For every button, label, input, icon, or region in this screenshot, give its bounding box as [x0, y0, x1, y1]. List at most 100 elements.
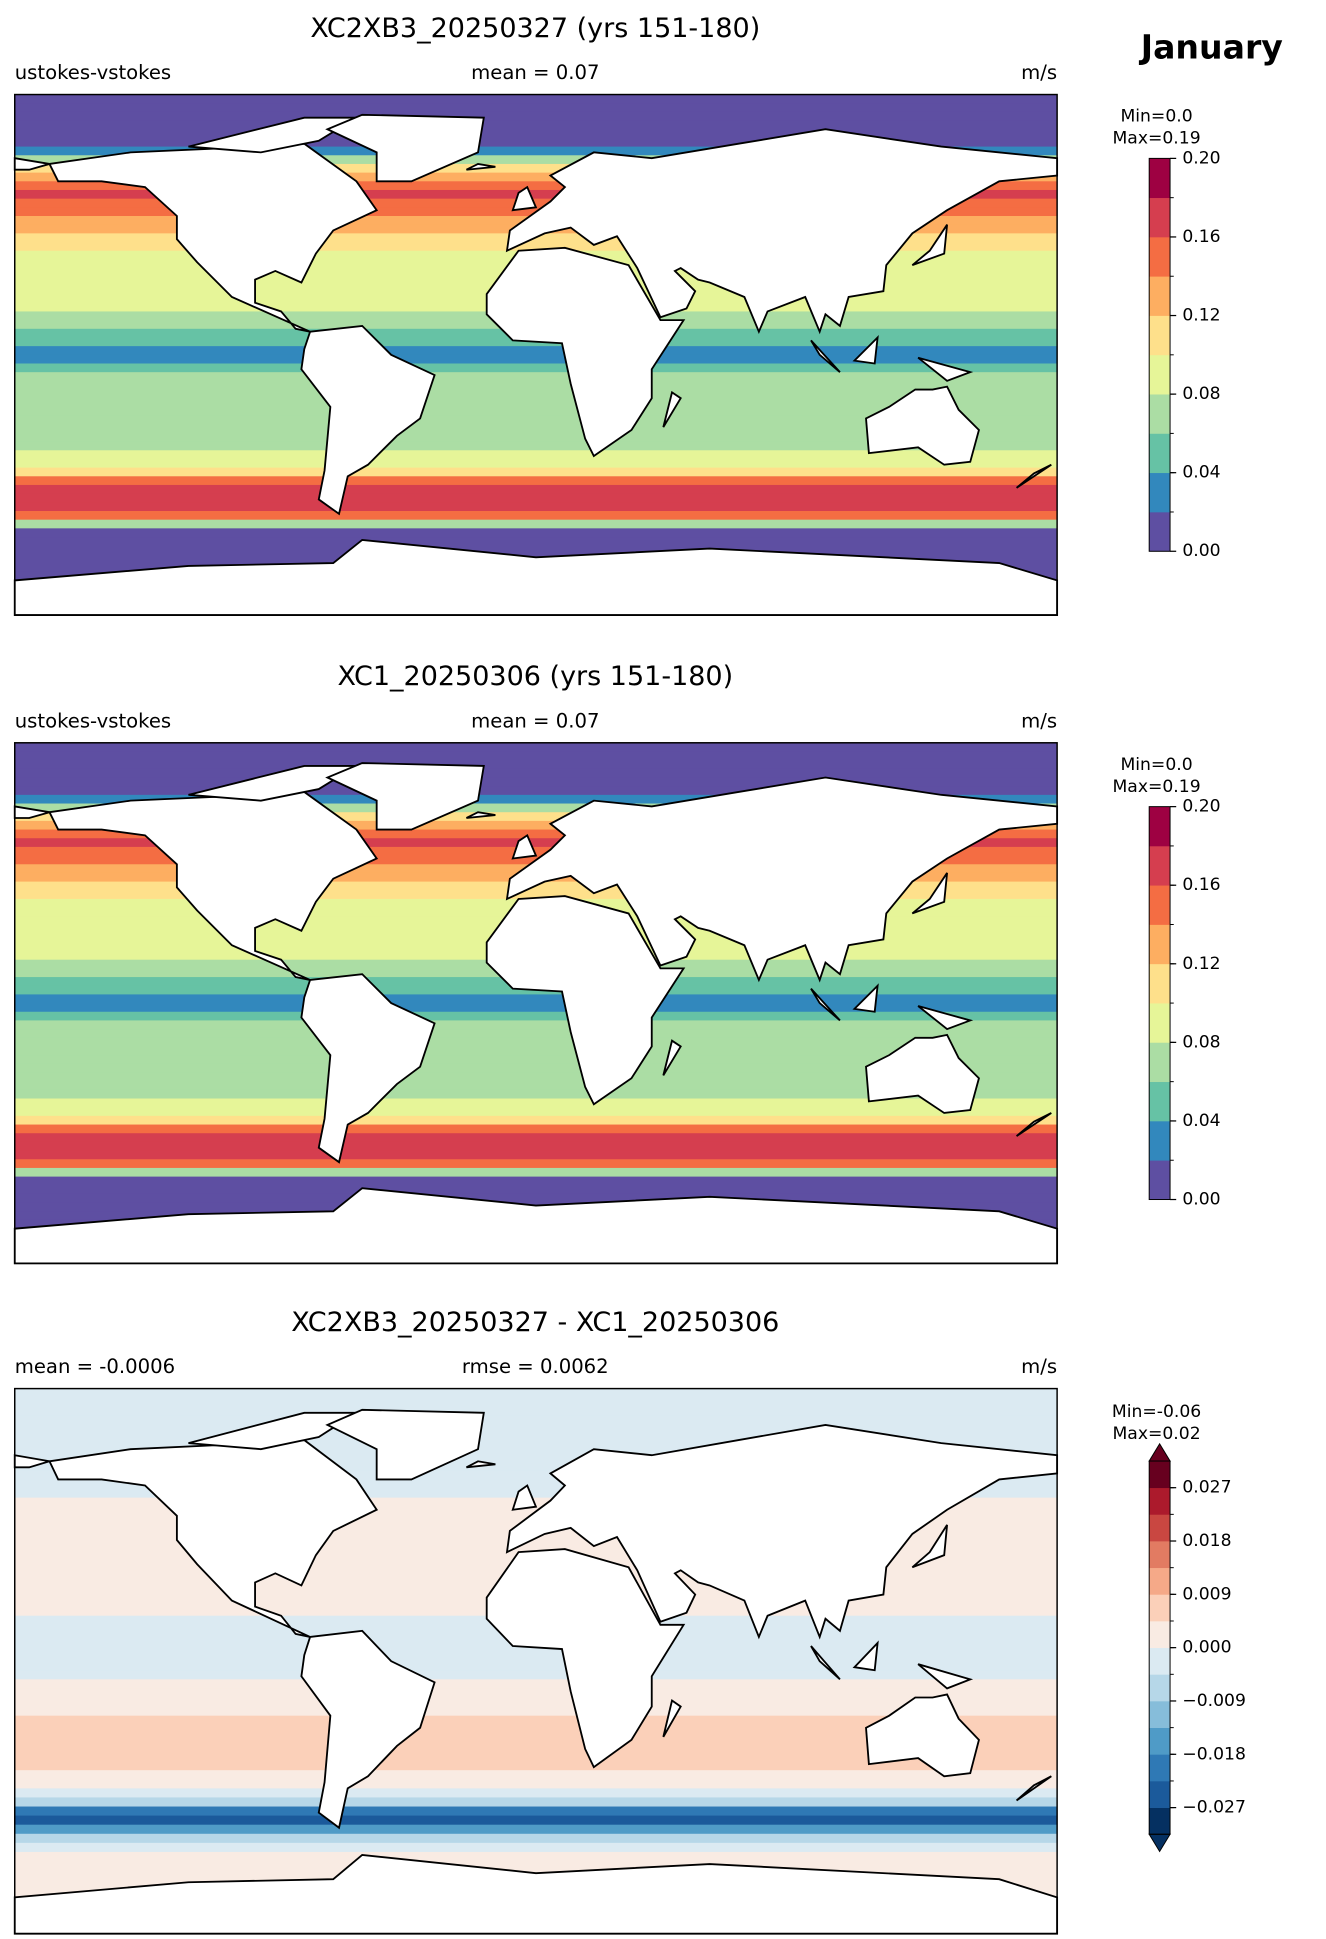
field-band: [14, 1133, 1058, 1143]
left-label: mean = -0.0006: [15, 1355, 175, 1378]
field-band: [14, 1679, 1058, 1690]
field-band: [14, 1388, 1058, 1399]
field-band: [14, 1124, 1058, 1134]
coastline: [865, 1033, 980, 1114]
field-band: [14, 432, 1058, 443]
field-band: [14, 398, 1058, 408]
coastline: [505, 128, 1059, 335]
field-band: [14, 1089, 1058, 1100]
center-label: mean = 0.07: [471, 709, 599, 732]
coastline: [1015, 463, 1052, 489]
colorbar-segment: [1149, 1120, 1171, 1161]
month-title: January: [1139, 28, 1283, 67]
coastline: [1015, 1112, 1052, 1137]
field-band: [14, 363, 1058, 373]
field-band: [14, 163, 1058, 174]
field-band: [14, 1115, 1058, 1126]
field-band: [14, 94, 1058, 104]
field-band: [14, 1003, 1058, 1013]
colorbar-segment: [1149, 1081, 1171, 1122]
colorbar-segment: [1149, 924, 1171, 965]
panel-title: XC2XB3_20250327 - XC1_20250306: [291, 1307, 779, 1338]
field-band: [14, 242, 1058, 252]
field-band: [14, 424, 1058, 434]
field-band: [14, 1833, 1058, 1844]
field-band: [14, 441, 1058, 451]
colorbar-tick-label: −0.009: [1182, 1691, 1246, 1711]
field-band: [14, 189, 1058, 200]
coastline: [505, 1424, 1059, 1640]
field-band: [14, 1461, 1058, 1471]
field-band: [14, 1479, 1058, 1490]
field-band: [14, 1470, 1058, 1481]
field-band: [14, 172, 1058, 182]
field-band: [14, 484, 1058, 495]
colorbar-segment: [1149, 1807, 1171, 1835]
colorbar-segment: [1149, 276, 1171, 316]
field-band: [14, 493, 1058, 503]
field-band: [14, 1434, 1058, 1444]
coastline: [810, 339, 841, 373]
coastline: [810, 987, 841, 1022]
center-label: mean = 0.07: [471, 61, 599, 84]
coastline: [466, 1460, 496, 1469]
field-band: [14, 103, 1058, 113]
colorbar-segment: [1149, 394, 1171, 434]
coastline: [300, 1629, 436, 1830]
panel-title: XC2XB3_20250327 (yrs 151-180): [310, 13, 760, 44]
colorbar-segment: [1149, 1620, 1171, 1649]
colorbar-tick-label: 0.018: [1182, 1531, 1231, 1551]
colorbar-extend-top: [1148, 1442, 1171, 1462]
coastline: [511, 1484, 538, 1511]
min-label: Min=-0.06: [1112, 1402, 1201, 1422]
field-band: [14, 129, 1058, 139]
field-band: [14, 528, 1058, 538]
colorbar-segment: [1149, 1780, 1171, 1808]
max-label: Max=0.02: [1112, 1424, 1200, 1444]
field-band: [14, 1185, 1058, 1195]
field-band: [14, 1167, 1058, 1178]
field-band: [14, 820, 1058, 831]
coastline: [48, 1439, 379, 1638]
colorbar-segment: [1149, 1567, 1171, 1595]
colorbar-segment: [1149, 1674, 1171, 1702]
field-band: [14, 1715, 1058, 1726]
colorbar-segment: [1149, 885, 1171, 925]
field-band: [14, 1150, 1058, 1160]
coastline: [1015, 1775, 1052, 1802]
center-label: rmse = 0.0062: [462, 1355, 609, 1378]
coastline: [325, 113, 485, 183]
field-band: [14, 1770, 1058, 1780]
field-band: [14, 1779, 1058, 1789]
colorbar-segment: [1149, 511, 1171, 552]
map: [13, 742, 1059, 1265]
colorbar-tick-label: 0.20: [1182, 797, 1220, 817]
field-band: [14, 372, 1058, 382]
coastline: [810, 1645, 841, 1681]
field-band: [14, 803, 1058, 813]
coastline: [48, 791, 379, 981]
field-band: [14, 1159, 1058, 1169]
field-band: [14, 1193, 1058, 1204]
field-band: [14, 510, 1058, 521]
colorbar-segment: [1149, 1541, 1171, 1569]
field-band: [14, 1788, 1058, 1799]
field-band: [14, 415, 1058, 425]
field-band: [14, 1415, 1058, 1426]
min-label: Min=0.0: [1120, 107, 1192, 127]
field-band: [14, 1037, 1058, 1048]
colorbar-segment: [1149, 1700, 1171, 1729]
field-band: [14, 1733, 1058, 1744]
field-band: [14, 1851, 1058, 1862]
field-band: [14, 846, 1058, 857]
field-band: [14, 1688, 1058, 1699]
field-band: [14, 476, 1058, 486]
field-band: [14, 760, 1058, 770]
colorbar-segment: [1149, 1487, 1171, 1515]
field-band: [14, 1742, 1058, 1753]
field-band: [14, 450, 1058, 460]
field-band: [14, 1697, 1058, 1708]
field-band: [14, 389, 1058, 399]
coastline: [662, 390, 682, 428]
field-band: [14, 1842, 1058, 1853]
